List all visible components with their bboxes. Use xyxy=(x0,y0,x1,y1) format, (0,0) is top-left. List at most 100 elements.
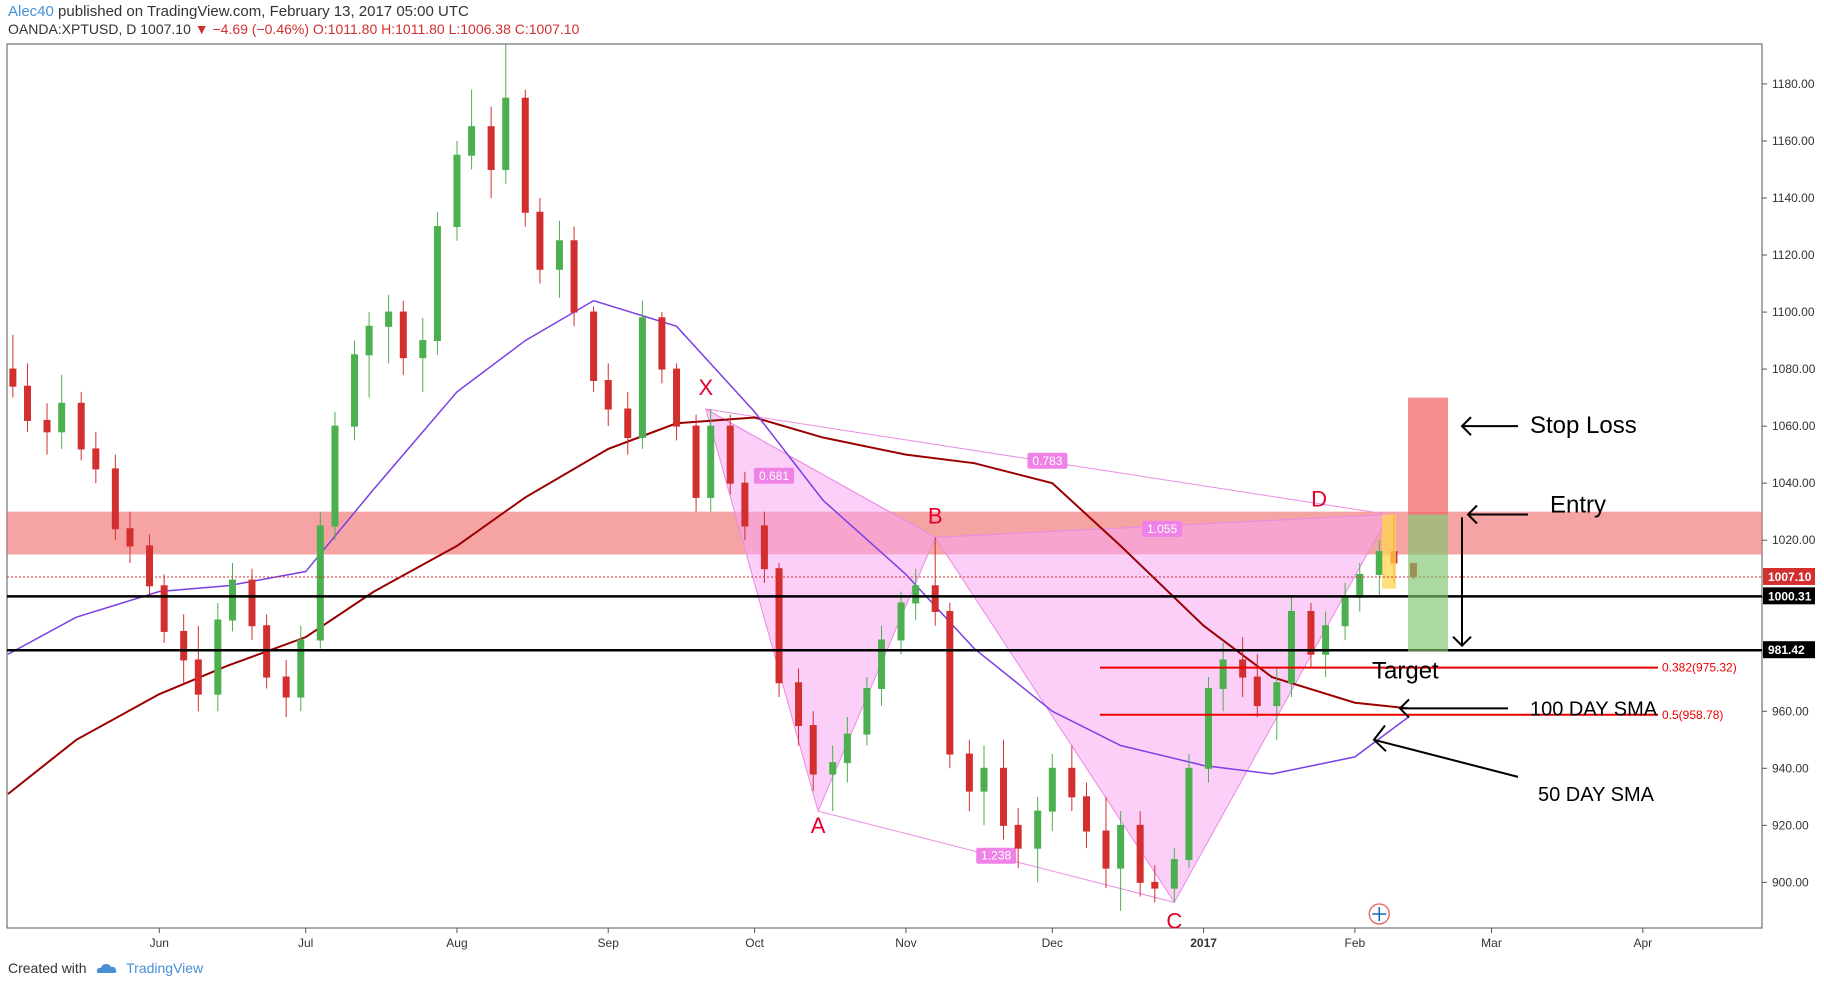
candle-body xyxy=(1307,610,1315,655)
time-tick-label: Nov xyxy=(895,936,916,950)
target-box xyxy=(1408,514,1448,652)
pattern-point-a: A xyxy=(811,813,826,838)
candle-body xyxy=(433,226,441,342)
entry-annotation: Entry xyxy=(1550,492,1606,519)
candle-body xyxy=(1000,767,1008,826)
price-tick-label: 960.00 xyxy=(1772,704,1809,718)
sma100-annotation: 100 DAY SMA xyxy=(1530,698,1658,720)
candle-body xyxy=(590,311,598,381)
price-tick-label: 1120.00 xyxy=(1772,248,1815,262)
price-axis-badge-label: 1000.31 xyxy=(1768,589,1812,603)
flag-icon xyxy=(1372,907,1387,921)
candle-body xyxy=(946,610,954,755)
time-tick-label: Feb xyxy=(1345,936,1366,950)
candle-body xyxy=(1014,824,1022,849)
time-tick-label: Oct xyxy=(745,936,764,950)
chart-header: Alec40 published on TradingView.com, Feb… xyxy=(0,0,1824,44)
candle-body xyxy=(502,97,510,170)
price-tick-label: 1140.00 xyxy=(1772,191,1815,205)
candle-body xyxy=(1204,687,1212,769)
candle-body xyxy=(365,325,373,356)
entry-arrowhead xyxy=(1466,504,1478,525)
price-axis-badge xyxy=(1763,641,1815,659)
time-tick-label: 2017 xyxy=(1190,936,1217,950)
candle-body xyxy=(1068,767,1076,798)
candle-body xyxy=(248,579,256,627)
candle-body xyxy=(1151,881,1159,889)
sma100-arrowhead xyxy=(1398,698,1410,719)
price-change: ▼ −4.69 (−0.46%) xyxy=(194,21,310,37)
candle-body xyxy=(707,425,715,498)
created-with-label: Created with xyxy=(8,960,87,976)
fib-level-label: 0.382(975.32) xyxy=(1662,661,1737,675)
candle-body xyxy=(638,317,646,439)
candle-body xyxy=(1102,830,1110,869)
candle-body xyxy=(673,368,681,427)
candle-body xyxy=(521,97,529,213)
sma50-arrowhead xyxy=(1372,724,1387,752)
tradingview-link[interactable]: TradingView xyxy=(126,960,204,976)
candle-body xyxy=(1048,767,1056,812)
time-tick-label: Apr xyxy=(1633,936,1652,950)
price-tick-label: 900.00 xyxy=(1772,875,1809,889)
candle-body xyxy=(180,630,188,661)
candle-body xyxy=(1136,824,1144,883)
candle-body xyxy=(1185,767,1193,861)
candle-body xyxy=(487,126,495,170)
candle-body xyxy=(658,317,666,370)
candle-body xyxy=(214,619,222,695)
ratio-label: 1.055 xyxy=(1147,522,1177,536)
time-tick-label: Jul xyxy=(298,936,313,950)
pattern-point-d: D xyxy=(1311,487,1327,512)
candle-body xyxy=(536,211,544,270)
author-link[interactable]: Alec40 xyxy=(8,3,54,20)
candle-body xyxy=(624,408,632,439)
price-tick-label: 1180.00 xyxy=(1772,77,1815,91)
candle-body xyxy=(795,682,803,727)
fib-level-label: 0.5(958.78) xyxy=(1662,708,1723,722)
symbol-line: OANDA:XPTUSD, D 1007.10 ▼ −4.69 (−0.46%)… xyxy=(8,21,579,37)
candle-body xyxy=(931,585,939,612)
ratio-badge xyxy=(976,847,1017,864)
candle-body xyxy=(297,639,305,698)
price-tick-label: 1160.00 xyxy=(1772,134,1815,148)
candle-body xyxy=(1253,676,1261,707)
footer: Created with TradingView xyxy=(8,960,203,976)
stop-loss-annotation: Stop Loss xyxy=(1530,412,1637,439)
last-price: 1007.10 xyxy=(140,21,191,37)
time-tick-label: Aug xyxy=(446,936,467,950)
candle-body xyxy=(760,525,768,570)
pattern-point-b: B xyxy=(928,503,943,528)
ratio-badge xyxy=(754,467,795,484)
candle-body xyxy=(1322,625,1330,655)
price-axis-badge-label: 1007.10 xyxy=(1768,570,1812,584)
price-tick-label: 1080.00 xyxy=(1772,362,1816,376)
d-point-highlight xyxy=(1382,514,1397,589)
candle-body xyxy=(1117,824,1125,869)
candle-body xyxy=(604,379,612,410)
candle-body xyxy=(194,659,202,695)
price-axis-badge xyxy=(1763,587,1815,605)
symbol-name: OANDA:XPTUSD, D xyxy=(8,21,137,37)
publish-line: Alec40 published on TradingView.com, Feb… xyxy=(8,3,469,20)
candle-body xyxy=(570,240,578,313)
candle-body xyxy=(146,545,154,587)
price-tick-label: 1060.00 xyxy=(1772,419,1816,433)
candle-body xyxy=(1287,610,1295,684)
candle-body xyxy=(92,448,100,470)
sma-50-line xyxy=(7,299,1410,775)
candle-body xyxy=(1170,859,1178,889)
candle-body xyxy=(1219,659,1227,689)
candle-body xyxy=(912,585,920,604)
sma-100-line xyxy=(7,416,1409,795)
plot-frame xyxy=(6,43,1763,929)
price-tick-label: 940.00 xyxy=(1772,761,1809,775)
candle-body xyxy=(741,482,749,527)
candle-body xyxy=(1082,796,1090,832)
candle-body xyxy=(1341,596,1349,627)
candle-body xyxy=(160,585,168,632)
time-tick-label: Sep xyxy=(598,936,620,950)
candle-body xyxy=(385,311,393,327)
ratio-label: 0.783 xyxy=(1032,454,1062,468)
